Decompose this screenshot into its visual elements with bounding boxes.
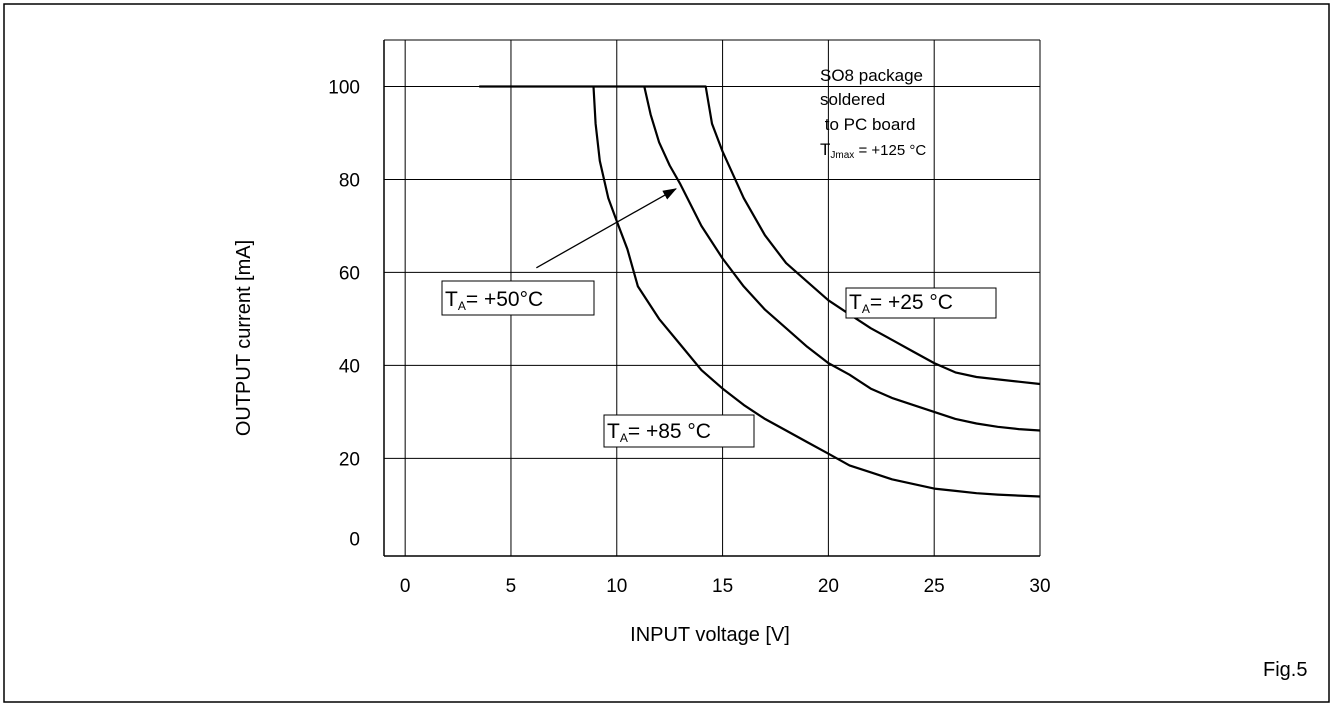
x-tick-label-20: 20	[818, 576, 839, 597]
tj-value: = +125 °C	[854, 142, 926, 159]
x-tick-label-10: 10	[606, 576, 627, 597]
labels-layer: TA= +25 °CTA= +50°CTA= +85 °C	[441, 280, 997, 448]
note-line-4: TJmax = +125 °C	[820, 140, 926, 161]
y-tick-label-80: 80	[339, 170, 360, 191]
ticks-layer: 0 5 10 15 20 25 30 0 20 40 60 80 100	[328, 77, 1050, 597]
series-label-text-0: = +25 °C	[870, 291, 953, 314]
note-line-3: to PC board	[820, 115, 915, 134]
y-axis-label: OUTPUT current [mA]	[233, 240, 255, 436]
series-label-2: TA= +85 °C	[607, 420, 711, 445]
note-line-1: SO8 package	[820, 66, 923, 85]
series-label-box-0	[845, 287, 997, 319]
series-label-text-1: = +50°C	[466, 288, 543, 311]
series-label-sub-2: A	[620, 431, 628, 445]
series-label-box-1	[441, 280, 595, 316]
note-line-2: soldered	[820, 90, 885, 109]
outer-frame	[3, 3, 1330, 703]
series-label-symbol-0: T	[849, 291, 862, 314]
x-tick-label-5: 5	[506, 576, 517, 597]
x-tick-label-15: 15	[712, 576, 733, 597]
y-tick-label-40: 40	[339, 356, 360, 377]
package-note: SO8 package soldered to PC board TJmax =…	[820, 66, 926, 161]
series-label-symbol-1: T	[445, 288, 458, 311]
y-tick-label-100: 100	[328, 77, 360, 98]
series-line-1	[643, 86, 1041, 432]
series-line-2	[592, 86, 1041, 498]
series-label-sub-0: A	[862, 302, 870, 316]
x-axis-label: INPUT voltage [V]	[630, 624, 790, 646]
y-tick-label-60: 60	[339, 263, 360, 284]
figure-label: Fig.5	[1263, 659, 1307, 681]
x-tick-label-30: 30	[1029, 576, 1050, 597]
series-label-0: TA= +25 °C	[849, 291, 953, 316]
series-arrow-1	[536, 188, 677, 269]
series-label-sub-1: A	[458, 299, 466, 313]
x-tick-label-0: 0	[400, 576, 411, 597]
series-label-text-2: = +85 °C	[628, 420, 711, 443]
series-line-0	[479, 85, 1041, 386]
tj-symbol: T	[820, 140, 830, 159]
y-tick-label-20: 20	[339, 449, 360, 470]
series-label-symbol-2: T	[607, 420, 620, 443]
y-tick-label-0: 0	[349, 529, 360, 550]
axes-layer	[383, 39, 1041, 557]
x-tick-label-25: 25	[924, 576, 945, 597]
tj-subscript: Jmax	[830, 150, 854, 161]
series-label-box-2	[603, 414, 755, 448]
series-label-1: TA= +50°C	[445, 288, 543, 313]
